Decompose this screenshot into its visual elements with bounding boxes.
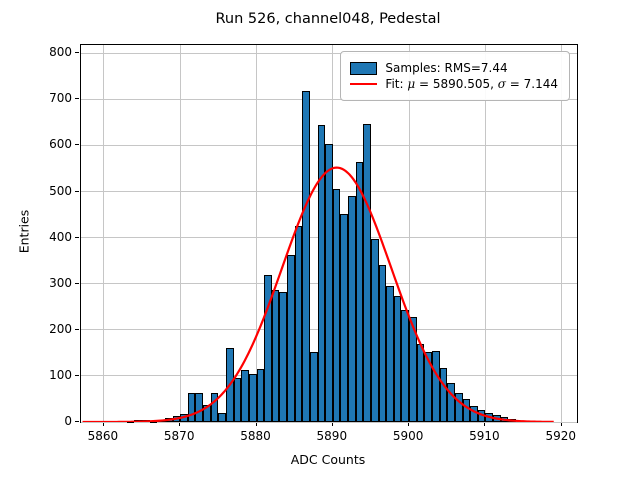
histogram-bar [355,161,364,422]
histogram-bar [401,309,410,422]
x-tick-label: 5890 [316,429,348,443]
histogram-bar [256,368,265,422]
histogram-bar [447,383,455,422]
x-gridline [103,45,105,422]
legend-entry-fit: Fit: μ = 5890.505, σ = 7.144 [350,77,558,91]
x-tick-label: 5870 [163,429,195,443]
histogram-bar [462,398,471,422]
histogram-bar [439,367,448,422]
y-tick-mark [75,282,79,284]
y-tick-label: 200 [49,321,72,336]
y-tick-label: 800 [49,45,72,60]
sigma-symbol: σ [497,77,506,91]
histogram-bar [378,265,387,422]
plot-area: Samples: RMS=7.44 Fit: μ = 5890.505, σ =… [80,44,578,424]
y-tick-label: 100 [49,367,72,382]
histogram-bar [287,254,295,422]
histogram-bar [187,392,196,422]
y-tick-mark [75,52,79,54]
histogram-bar [432,350,440,422]
y-tick-label: 500 [49,183,72,198]
x-tick-mark [408,422,410,426]
histogram-bar [470,406,478,422]
y-tick-mark [75,144,79,146]
y-tick-mark [75,421,79,422]
x-tick-mark [179,422,181,426]
y-gridline [81,52,577,54]
histogram-bar [233,377,242,422]
y-tick-mark [75,374,79,376]
fit-line-icon [350,83,378,85]
y-tick-mark [75,328,79,330]
histogram-bar [424,351,432,422]
histogram-bar [393,295,402,422]
y-axis-label: Entries [16,209,32,254]
histogram-bar [271,289,280,422]
x-gridline [179,45,181,422]
histogram-bar [264,274,272,422]
y-tick-label: 700 [49,91,72,106]
y-tick-mark [75,98,79,100]
histogram-bar [241,369,249,422]
legend-entry-samples: Samples: RMS=7.44 [350,61,558,75]
histogram-bar [218,412,226,422]
x-tick-label: 5900 [392,429,424,443]
histogram-bar [386,286,394,422]
histogram-bar [340,213,349,422]
histogram-bar [363,123,371,422]
x-tick-label: 5910 [469,429,500,443]
y-tick-label: 300 [49,275,72,290]
x-tick-label: 5860 [87,429,119,443]
x-gridline [408,45,410,422]
histogram-bar [348,195,356,422]
samples-label: Samples: RMS=7.44 [385,61,508,75]
x-tick-label: 5920 [545,429,577,443]
fit-line-path [82,166,554,422]
x-gridline [561,45,563,422]
x-tick-mark [484,422,486,426]
x-gridline [256,45,257,422]
y-tick-label: 600 [49,137,72,152]
histogram-bar [248,373,257,422]
x-tick-mark [331,422,333,426]
histogram-bar [309,351,318,422]
x-tick-mark [102,422,104,426]
histogram-bar [294,226,303,422]
x-tick-mark [560,422,562,426]
legend: Samples: RMS=7.44 Fit: μ = 5890.505, σ =… [340,51,570,101]
y-tick-mark [75,236,79,238]
gaussian-fit-curve [82,166,554,422]
histogram-bar [317,124,326,422]
x-tick-label: 5880 [240,429,271,443]
samples-swatch-icon [350,61,378,75]
x-tick-mark [255,422,257,426]
fit-label: Fit: μ = 5890.505, σ = 7.144 [385,77,558,91]
histogram-bar [195,393,204,422]
y-tick-label: 400 [49,229,72,244]
histogram-bar [210,393,219,422]
histogram-bar [332,189,341,422]
mu-symbol: μ [407,77,416,91]
histogram-bar [409,316,417,422]
y-tick-label: 0 [64,414,72,428]
histogram-bar [279,291,288,422]
histogram-bar [302,91,310,422]
y-tick-mark [75,190,79,192]
x-gridline [484,45,486,422]
x-axis-label: ADC Counts [290,452,366,467]
histogram-bar [454,392,463,422]
y-gridline [81,98,577,100]
chart-title: Run 526, channel048, Pedestal [215,11,441,27]
y-gridline [81,421,577,423]
histogram-bar [370,238,379,422]
histogram-bar [325,144,333,422]
